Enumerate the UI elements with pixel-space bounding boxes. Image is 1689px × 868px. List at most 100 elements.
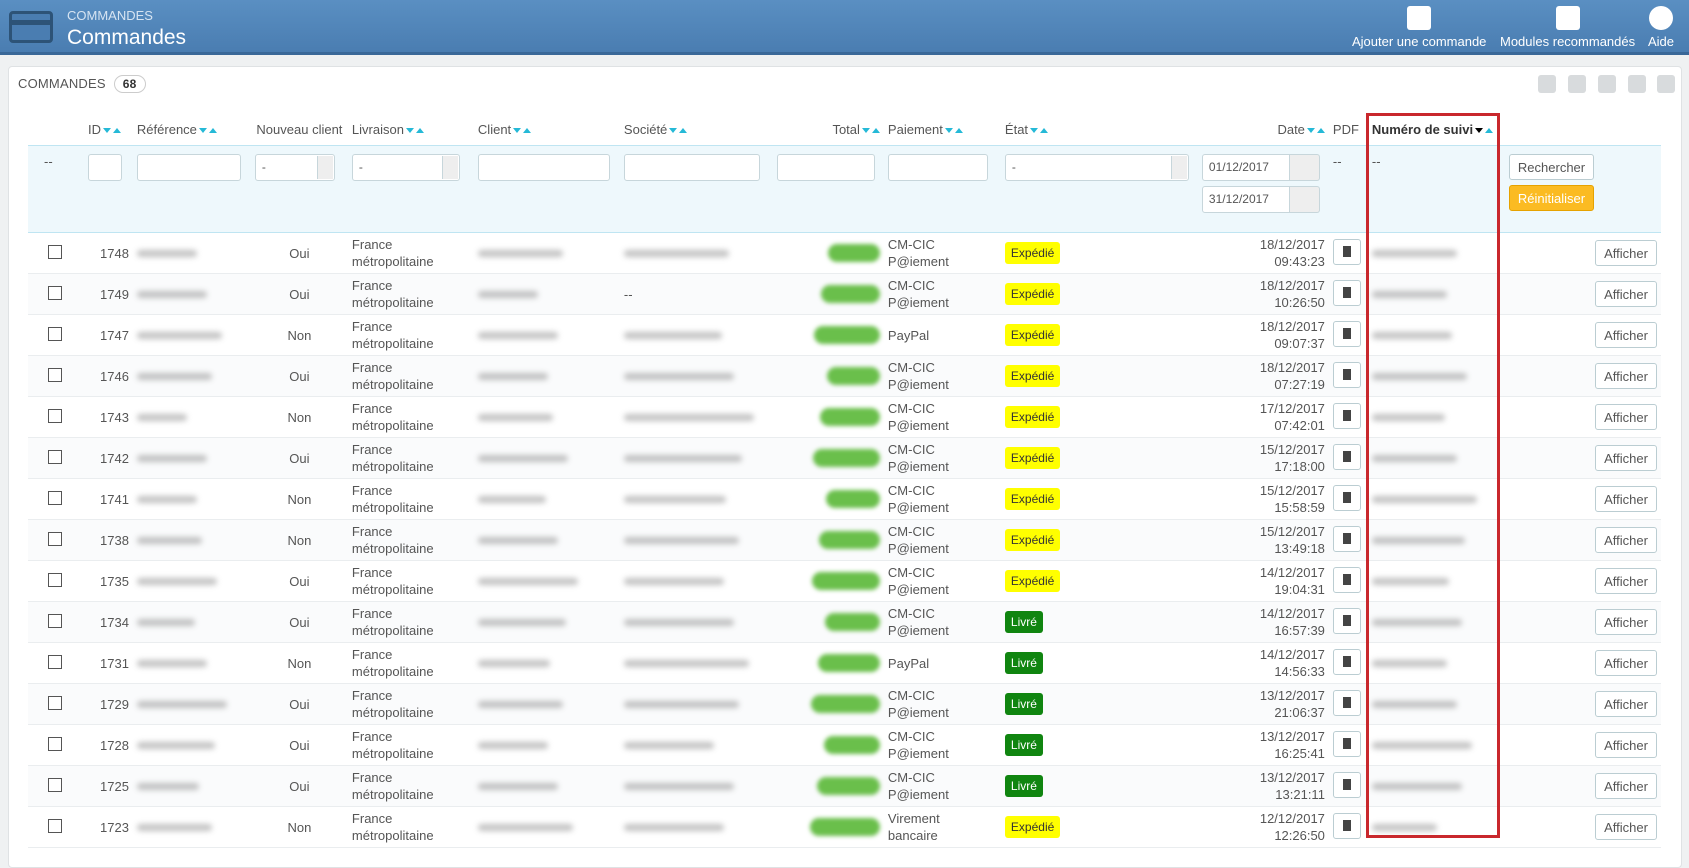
filter-input[interactable] <box>88 154 122 181</box>
pdf-button[interactable] <box>1332 320 1361 347</box>
row-checkbox[interactable] <box>48 408 62 423</box>
calendar-button[interactable] <box>1289 154 1320 181</box>
view-button[interactable]: Afficher <box>1595 814 1657 840</box>
reset-button[interactable]: Réinitialiser <box>1508 185 1595 211</box>
pdf-button[interactable] <box>1332 771 1361 798</box>
pdf-button[interactable] <box>1332 566 1361 593</box>
order-id: 1738 <box>100 532 129 548</box>
filter-input[interactable] <box>136 154 241 181</box>
row-checkbox[interactable] <box>48 367 62 382</box>
sort-asc[interactable] <box>1040 127 1049 133</box>
row-checkbox[interactable] <box>48 449 62 464</box>
tool-export[interactable] <box>1568 75 1586 93</box>
tool-import[interactable] <box>1598 75 1616 93</box>
pdf-button[interactable] <box>1332 402 1361 429</box>
order-time: 07:42:01 <box>1274 418 1325 433</box>
modules-button[interactable]: Modules recommandés <box>1500 6 1635 49</box>
pdf-button[interactable] <box>1332 689 1361 716</box>
pdf-button[interactable] <box>1332 730 1361 757</box>
count-badge: 68 <box>113 75 146 93</box>
sort-asc[interactable] <box>954 127 963 133</box>
row-checkbox[interactable] <box>48 285 62 300</box>
date-input[interactable]: 01/12/2017 <box>1201 154 1290 181</box>
view-button[interactable]: Afficher <box>1595 363 1657 389</box>
sort-asc[interactable] <box>523 127 532 133</box>
view-button[interactable]: Afficher <box>1595 527 1657 553</box>
sort-desc[interactable] <box>198 127 207 133</box>
sort-desc[interactable] <box>669 127 678 133</box>
view-button[interactable]: Afficher <box>1595 404 1657 430</box>
row-checkbox[interactable] <box>48 326 62 341</box>
cell <box>619 560 773 602</box>
view-button[interactable]: Afficher <box>1595 240 1657 266</box>
cell <box>772 724 884 766</box>
pdf-button[interactable] <box>1332 525 1361 552</box>
calendar-button[interactable] <box>1289 186 1320 213</box>
sort-desc[interactable] <box>513 127 522 133</box>
sort-asc[interactable] <box>415 127 424 133</box>
filter-input[interactable] <box>623 154 760 181</box>
pdf-button[interactable] <box>1332 607 1361 634</box>
order-date: 18/12/2017 <box>1259 319 1325 334</box>
sort-desc[interactable] <box>1475 127 1484 133</box>
view-button[interactable]: Afficher <box>1595 281 1657 307</box>
view-button[interactable]: Afficher <box>1595 322 1657 348</box>
pdf-button[interactable] <box>1332 484 1361 511</box>
row-checkbox[interactable] <box>48 244 62 259</box>
sort-asc[interactable] <box>113 127 121 133</box>
date-input[interactable]: 31/12/2017 <box>1201 186 1290 213</box>
cell: France métropolitaine <box>347 232 474 274</box>
sort-desc[interactable] <box>1306 127 1315 133</box>
cell <box>1367 806 1505 848</box>
tool-refresh[interactable] <box>1628 75 1646 93</box>
sort-desc[interactable] <box>861 127 870 133</box>
view-button[interactable]: Afficher <box>1595 773 1657 799</box>
filter-select[interactable]: - <box>254 154 335 181</box>
sort-desc[interactable] <box>103 127 111 133</box>
row-checkbox[interactable] <box>48 736 62 751</box>
sort-asc[interactable] <box>1485 127 1494 133</box>
tool-add[interactable] <box>1538 75 1556 93</box>
row-checkbox[interactable] <box>48 613 62 628</box>
column-label: Nouveau client <box>256 121 343 137</box>
view-button[interactable]: Afficher <box>1595 445 1657 471</box>
sort-asc[interactable] <box>1316 127 1325 133</box>
row-checkbox[interactable] <box>48 490 62 505</box>
view-button[interactable]: Afficher <box>1595 486 1657 512</box>
new-client: Non <box>287 532 312 548</box>
sort-asc[interactable] <box>871 127 880 133</box>
view-button[interactable]: Afficher <box>1595 650 1657 676</box>
search-button[interactable]: Rechercher <box>1508 154 1595 180</box>
row-checkbox[interactable] <box>48 777 62 792</box>
filter-input[interactable] <box>887 154 988 181</box>
pdf-button[interactable] <box>1332 443 1361 470</box>
sort-desc[interactable] <box>1030 127 1039 133</box>
view-button[interactable]: Afficher <box>1595 732 1657 758</box>
sort-asc[interactable] <box>679 127 688 133</box>
filter-input[interactable] <box>776 154 875 181</box>
pdf-button[interactable] <box>1332 279 1361 306</box>
filter-select[interactable]: - <box>351 154 460 181</box>
view-button[interactable]: Afficher <box>1595 568 1657 594</box>
filter-input[interactable] <box>477 154 610 181</box>
cell: France métropolitaine <box>347 355 474 397</box>
row-checkbox[interactable] <box>48 695 62 710</box>
add-order-button[interactable]: Ajouter une commande <box>1352 6 1486 49</box>
view-button[interactable]: Afficher <box>1595 609 1657 635</box>
filter-select[interactable]: - <box>1004 154 1189 181</box>
pdf-button[interactable] <box>1332 361 1361 388</box>
view-button[interactable]: Afficher <box>1595 691 1657 717</box>
tool-sql[interactable] <box>1657 75 1675 93</box>
row-checkbox[interactable] <box>48 818 62 833</box>
row-checkbox[interactable] <box>48 654 62 669</box>
pdf-button[interactable] <box>1332 812 1361 839</box>
help-button[interactable]: Aide <box>1648 6 1674 49</box>
cell: France métropolitaine <box>347 396 474 438</box>
pdf-button[interactable] <box>1332 648 1361 675</box>
pdf-button[interactable] <box>1332 238 1361 265</box>
row-checkbox[interactable] <box>48 572 62 587</box>
sort-asc[interactable] <box>208 127 217 133</box>
row-checkbox[interactable] <box>48 531 62 546</box>
sort-desc[interactable] <box>405 127 414 133</box>
sort-desc[interactable] <box>944 127 953 133</box>
